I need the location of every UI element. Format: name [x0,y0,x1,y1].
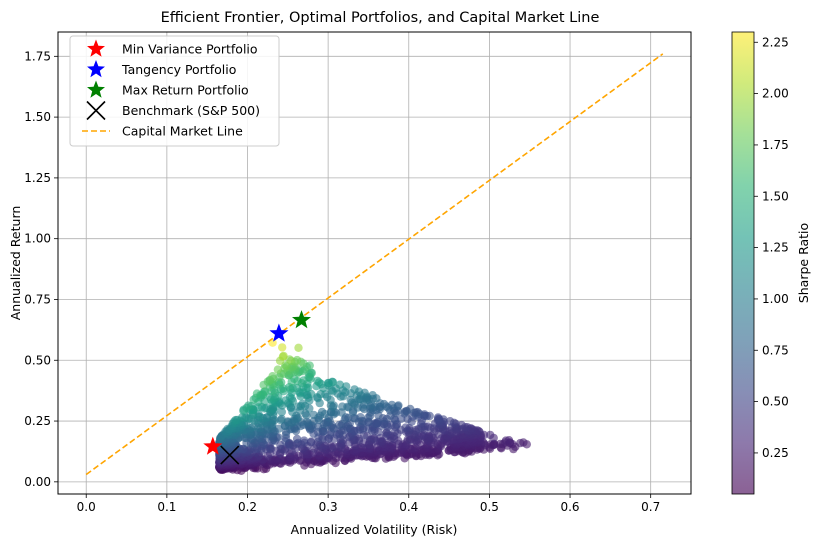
colorbar-tick-label: 1.25 [762,241,789,255]
portfolio-point [486,430,495,440]
portfolio-point [519,438,528,447]
y-tick-label: 0.00 [24,475,51,489]
legend-item: Min Variance Portfolio [87,39,258,57]
y-tick-label: 0.50 [24,353,51,367]
portfolio-point [279,351,288,361]
portfolio-point [277,414,286,424]
colorbar-tick-label: 1.75 [762,138,789,152]
legend-item: Capital Market Line [82,124,243,139]
colorbar-tick-label: 1.00 [762,292,789,306]
portfolio-point [307,437,316,446]
capital-market-line [85,53,664,476]
legend-item: Tangency Portfolio [87,60,236,78]
colorbar-tick-label: 1.50 [762,189,789,203]
x-tick-label: 0.0 [77,500,96,514]
portfolio-point [504,436,514,445]
portfolio-point [346,395,355,405]
x-ticks: 0.0 0.1 0.2 0.3 0.4 0.5 0.6 0.7 [77,494,660,514]
colorbar-fill [732,32,754,494]
y-tick-label: 1.75 [24,49,51,63]
portfolio-point [335,380,345,389]
portfolio-point [313,376,322,386]
colorbar-tick-label: 0.50 [762,395,789,409]
portfolio-point [292,434,302,444]
colorbar-tick-label: 2.00 [762,87,789,101]
line-layer [85,53,664,476]
portfolio-point [317,407,327,417]
portfolio-point [387,400,397,410]
min-variance-portfolio-marker [203,436,223,455]
legend-label: Capital Market Line [122,124,243,139]
marker-layer [203,310,311,465]
portfolio-point [299,436,309,445]
plot-frame [57,31,692,495]
portfolio-point [238,413,247,422]
portfolio-point [273,365,283,374]
portfolio-point [259,387,269,396]
x-tick-label: 0.1 [157,500,176,514]
legend: Min Variance Portfolio Tangency Portfolio… [69,35,280,147]
y-axis-label: Annualized Return [8,206,23,321]
y-tick-label: 0.25 [24,414,51,428]
colorbar-frame [731,31,755,495]
x-tick-label: 0.6 [560,500,579,514]
colorbar-tick-label: 0.75 [762,343,789,357]
x-axis-label: Annualized Volatility (Risk) [291,522,458,537]
x-tick-label: 0.2 [238,500,257,514]
legend-item: Max Return Portfolio [87,80,249,98]
colorbar-label: Sharpe Ratio [796,223,811,303]
legend-label: Benchmark (S&P 500) [122,103,260,118]
max-return-portfolio-marker [292,310,311,329]
portfolio-point [277,407,286,417]
legend-item: Benchmark (S&P 500) [86,100,260,121]
portfolio-point [445,417,455,426]
colorbar-ticks: 0.25 0.50 0.75 1.00 1.25 1.50 1.75 2.00 2.25 [754,35,789,460]
portfolio-point [298,399,307,408]
y-tick-label: 1.00 [24,232,51,246]
y-ticks: 0.00 0.25 0.50 0.75 1.00 1.25 1.50 1.75 [24,49,58,489]
portfolio-point [369,433,379,443]
legend-label: Max Return Portfolio [122,83,249,98]
portfolio-point [294,343,303,352]
portfolio-point [342,382,351,391]
x-tick-label: 0.7 [641,500,660,514]
portfolio-point [231,415,240,425]
legend-label: Min Variance Portfolio [122,42,258,57]
portfolio-point [338,402,347,411]
portfolio-point [433,413,443,422]
chart-title: Efficient Frontier, Optimal Portfolios, … [161,10,600,26]
portfolio-point [406,404,415,414]
portfolio-point [350,385,359,394]
y-tick-label: 1.50 [24,110,51,124]
portfolio-point [252,389,262,398]
portfolio-point [324,378,333,388]
portfolio-point [278,343,287,352]
legend-star-icon [87,80,105,98]
portfolio-point [356,413,365,422]
y-tick-label: 0.75 [24,292,51,306]
x-tick-label: 0.4 [399,500,418,514]
y-tick-label: 1.25 [24,171,51,185]
benchmark-s-p-500-marker [220,445,240,465]
tangency-portfolio-marker [269,323,289,342]
legend-label: Tangency Portfolio [121,62,236,77]
colorbar-tick-label: 2.25 [762,35,789,49]
portfolio-point [401,423,410,432]
colorbar-tick-label: 0.25 [762,446,789,460]
legend-x-icon [86,100,106,121]
portfolio-point [309,410,318,420]
legend-star-icon [87,60,105,78]
legend-box [69,35,280,147]
portfolio-cloud [215,338,531,475]
portfolio-point [244,401,253,410]
portfolio-point [268,372,277,381]
x-tick-label: 0.5 [480,500,499,514]
portfolio-point [394,401,403,410]
x-tick-label: 0.3 [319,500,338,514]
legend-star-icon [87,39,105,57]
